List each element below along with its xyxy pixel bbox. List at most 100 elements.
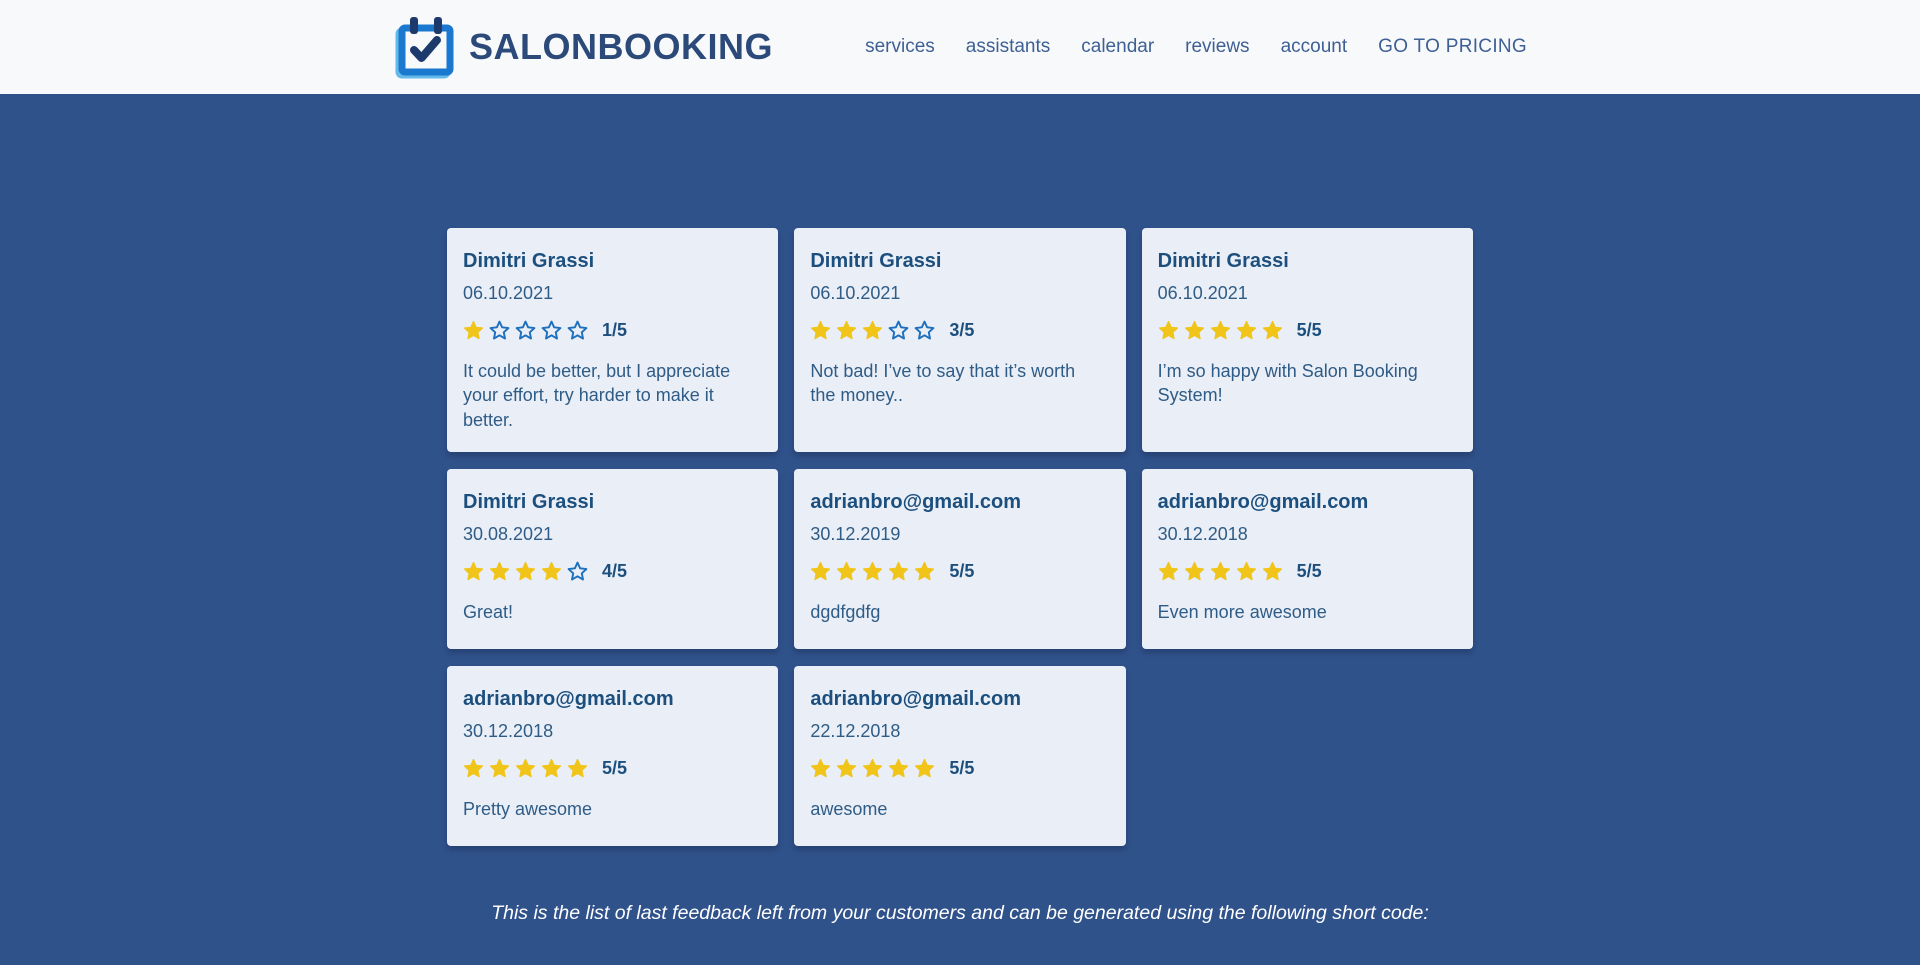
review-card: Dimitri Grassi 06.10.2021 5/5 I’m so hap…	[1141, 228, 1473, 452]
review-author: Dimitri Grassi	[463, 250, 595, 272]
star-filled-icon	[915, 561, 935, 581]
star-filled-icon	[463, 758, 484, 778]
star-filled-icon	[489, 561, 510, 581]
rating-label: 1/5	[602, 320, 628, 340]
brand-name: SALONBOOKING	[469, 26, 774, 67]
star-filled-icon	[1184, 320, 1204, 340]
star-filled-icon	[915, 758, 935, 778]
star-filled-icon	[515, 758, 536, 778]
star-outline-icon	[541, 320, 562, 340]
star-filled-icon	[463, 320, 484, 340]
review-date: 22.12.2018	[810, 720, 901, 741]
star-filled-icon	[1210, 320, 1230, 340]
review-card: Dimitri Grassi 06.10.2021 1/5 It could b…	[447, 228, 779, 452]
review-card: adrianbro@gmail.com 30.12.2018 5/5 Prett…	[447, 665, 779, 846]
main-nav: services assistants calendar reviews acc…	[865, 36, 1527, 58]
review-card: Dimitri Grassi 06.10.2021 3/5 Not bad! I…	[794, 228, 1126, 452]
star-rating: 5/5	[1158, 561, 1457, 582]
star-filled-icon	[1236, 561, 1256, 581]
star-filled-icon	[489, 758, 510, 778]
review-author: Dimitri Grassi	[463, 490, 595, 513]
review-author: Dimitri Grassi	[1157, 250, 1289, 272]
nav-item-calendar[interactable]: calendar	[1081, 36, 1155, 57]
star-filled-icon	[889, 561, 909, 581]
star-filled-icon	[1262, 320, 1282, 340]
star-filled-icon	[863, 758, 883, 778]
star-filled-icon	[811, 758, 831, 778]
review-author: adrianbro@gmail.com	[463, 687, 674, 710]
review-date: 30.12.2018	[1157, 523, 1248, 544]
rating-label: 5/5	[949, 757, 975, 778]
star-filled-icon	[1158, 561, 1178, 581]
rating-label: 5/5	[949, 560, 975, 581]
brand[interactable]: SALONBOOKING	[393, 15, 773, 79]
star-outline-icon	[515, 320, 536, 340]
star-filled-icon	[541, 561, 562, 581]
star-filled-icon	[889, 758, 909, 778]
review-text: dgdfgdfg	[810, 601, 881, 622]
star-filled-icon	[515, 561, 536, 581]
star-filled-icon	[541, 758, 562, 778]
review-card: Dimitri Grassi 30.08.2021 4/5 Great!	[447, 468, 779, 649]
calendar-check-icon	[395, 17, 454, 79]
review-date: 30.12.2019	[810, 523, 901, 544]
rating-label: 4/5	[602, 560, 628, 581]
star-filled-icon	[567, 758, 588, 778]
review-author: Dimitri Grassi	[810, 250, 942, 272]
star-outline-icon	[567, 320, 588, 340]
star-filled-icon	[1262, 561, 1282, 581]
review-date: 06.10.2021	[1157, 283, 1248, 303]
review-author: adrianbro@gmail.com	[810, 687, 1021, 710]
star-filled-icon	[463, 561, 484, 581]
star-rating: 5/5	[810, 561, 1109, 582]
nav-item-assistants[interactable]: assistants	[965, 36, 1051, 57]
star-rating: 5/5	[463, 758, 762, 779]
star-outline-icon	[489, 320, 510, 340]
review-date: 06.10.2021	[810, 283, 901, 303]
star-filled-icon	[1236, 320, 1256, 340]
rating-label: 5/5	[1296, 320, 1322, 340]
review-text: Not bad! I’ve to say that it’s worth the…	[810, 361, 1076, 406]
star-filled-icon	[811, 561, 831, 581]
review-text: It could be better, but I appreciate you…	[463, 361, 731, 430]
rating-label: 3/5	[949, 320, 975, 340]
star-filled-icon	[863, 320, 883, 340]
reviews-grid: Dimitri Grassi 06.10.2021 1/5 It could b…	[447, 228, 1473, 846]
nav-item-services[interactable]: services	[865, 36, 935, 57]
star-filled-icon	[1210, 561, 1230, 581]
review-card: adrianbro@gmail.com 22.12.2018 5/5 aweso…	[794, 665, 1126, 846]
star-filled-icon	[1184, 561, 1204, 581]
star-filled-icon	[837, 320, 857, 340]
review-date: 30.08.2021	[463, 523, 554, 544]
review-card: adrianbro@gmail.com 30.12.2019 5/5 dgdfg…	[794, 468, 1126, 649]
star-filled-icon	[837, 758, 857, 778]
star-filled-icon	[811, 320, 831, 340]
rating-label: 5/5	[602, 757, 628, 778]
star-outline-icon	[567, 561, 588, 581]
star-rating: 4/5	[463, 561, 762, 582]
nav-item-go-to-pricing[interactable]: GO TO PRICING	[1378, 36, 1527, 57]
rating-label: 5/5	[1296, 560, 1322, 581]
review-text: I’m so happy with Salon Booking System!	[1157, 361, 1418, 406]
review-text: Even more awesome	[1157, 601, 1327, 622]
review-author: adrianbro@gmail.com	[810, 490, 1021, 513]
star-rating: 5/5	[810, 758, 1109, 779]
review-text: awesome	[810, 798, 888, 819]
star-outline-icon	[888, 320, 909, 340]
star-rating: 5/5	[1158, 320, 1457, 341]
star-rating: 3/5	[810, 320, 1109, 341]
review-author: adrianbro@gmail.com	[1157, 490, 1369, 513]
star-filled-icon	[863, 561, 883, 581]
review-text: Pretty awesome	[463, 798, 593, 819]
review-text: Great!	[463, 601, 514, 622]
review-date: 06.10.2021	[463, 283, 554, 303]
star-filled-icon	[1158, 320, 1178, 340]
star-outline-icon	[914, 320, 935, 340]
reviews-page: Dimitri Grassi 06.10.2021 1/5 It could b…	[0, 94, 1920, 965]
star-filled-icon	[837, 561, 857, 581]
review-card: adrianbro@gmail.com 30.12.2018 5/5 Even …	[1141, 468, 1473, 649]
nav-item-account[interactable]: account	[1280, 36, 1348, 57]
nav-item-reviews[interactable]: reviews	[1185, 36, 1250, 57]
review-date: 30.12.2018	[463, 720, 554, 741]
header-container: SALONBOOKING services assistants calenda…	[393, 15, 1527, 79]
